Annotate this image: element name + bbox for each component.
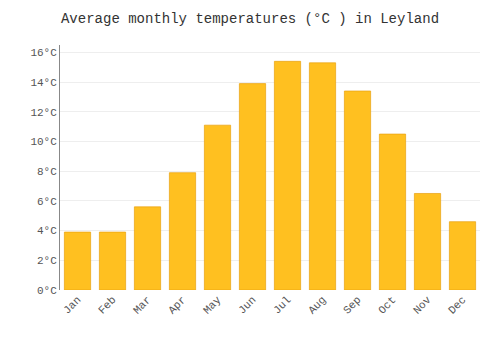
svg-text:Average monthly temperatures (: Average monthly temperatures (°C ) in Le… (61, 11, 439, 27)
svg-text:4°C: 4°C (37, 225, 57, 237)
svg-text:Mar: Mar (131, 294, 153, 316)
svg-text:May: May (201, 294, 224, 317)
svg-text:Oct: Oct (376, 294, 398, 316)
svg-text:Feb: Feb (96, 294, 118, 316)
svg-text:8°C: 8°C (37, 166, 57, 178)
svg-text:Dec: Dec (446, 294, 468, 316)
svg-text:Jan: Jan (61, 294, 83, 316)
svg-text:Jul: Jul (271, 294, 293, 316)
svg-text:6°C: 6°C (37, 196, 57, 208)
svg-text:Jun: Jun (236, 294, 258, 316)
svg-text:Apr: Apr (166, 294, 188, 316)
svg-text:Sep: Sep (341, 294, 363, 316)
svg-text:16°C: 16°C (30, 47, 57, 59)
svg-text:2°C: 2°C (37, 255, 57, 267)
svg-text:Aug: Aug (306, 294, 328, 316)
svg-text:12°C: 12°C (30, 107, 57, 119)
svg-text:0°C: 0°C (37, 285, 57, 297)
svg-text:Nov: Nov (411, 294, 434, 317)
svg-text:10°C: 10°C (30, 136, 57, 148)
svg-text:14°C: 14°C (30, 77, 57, 89)
